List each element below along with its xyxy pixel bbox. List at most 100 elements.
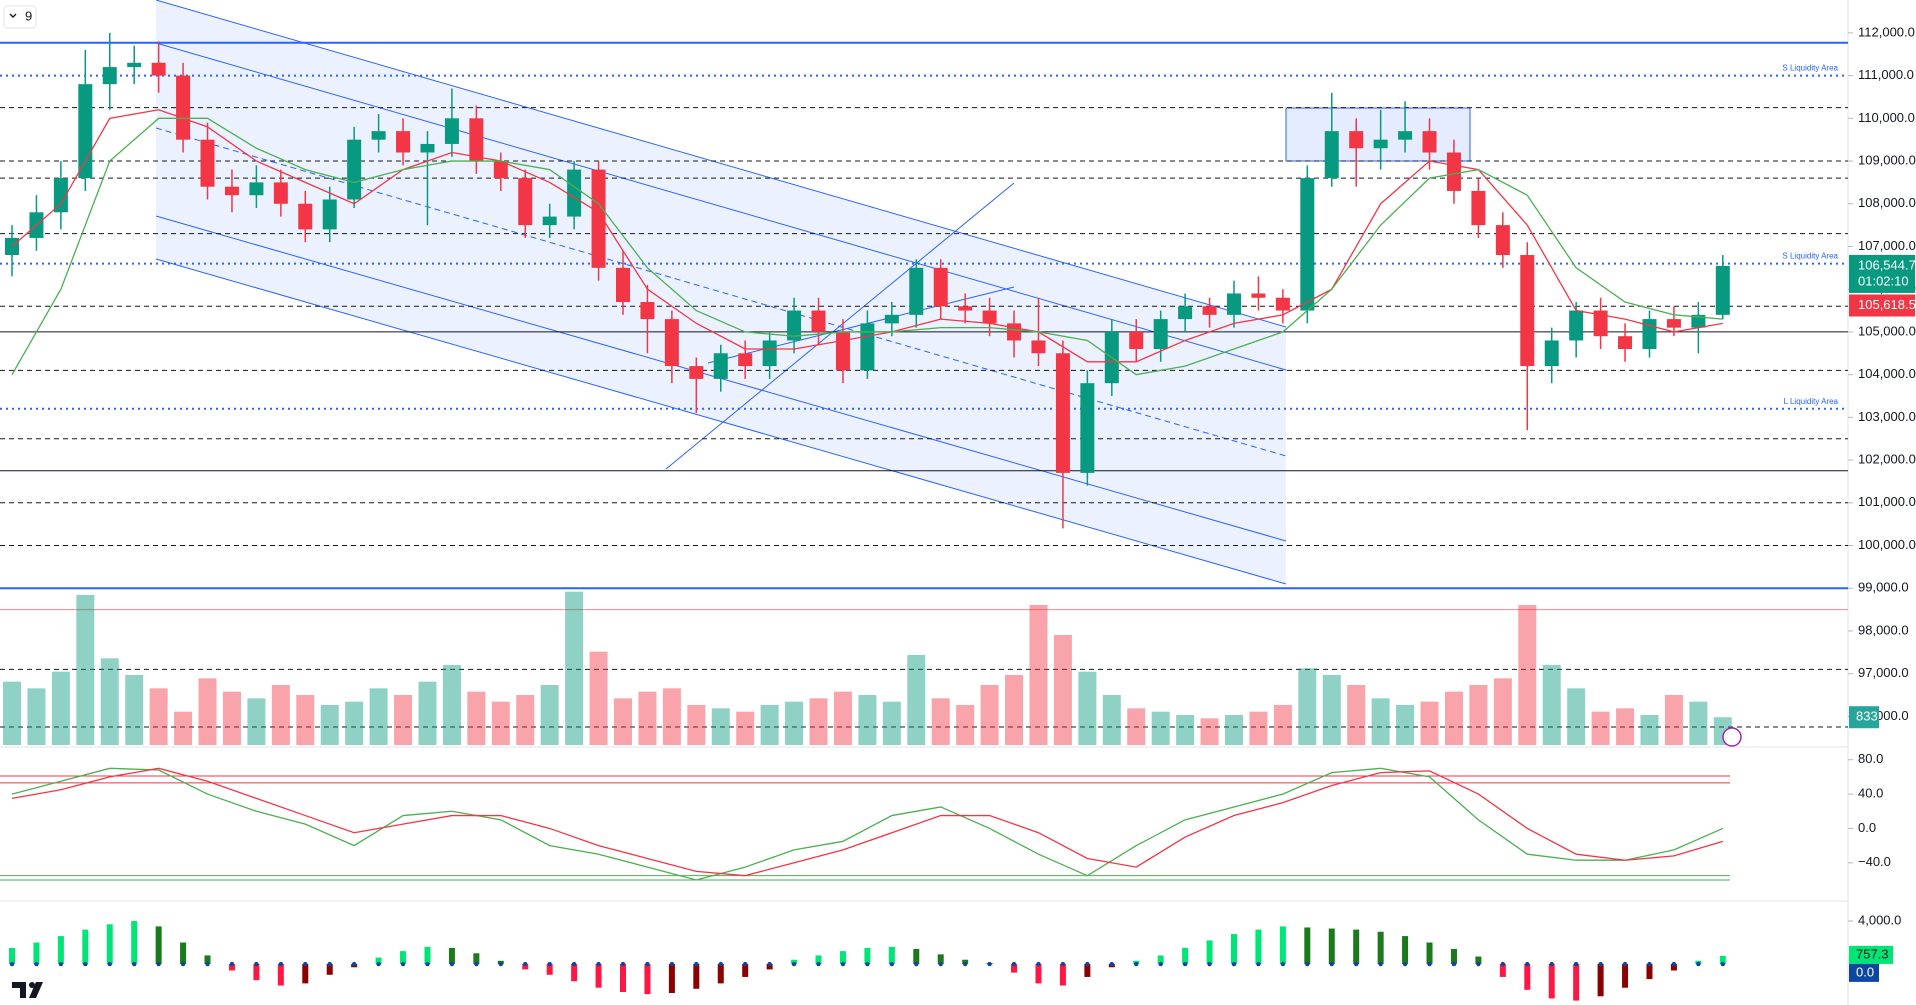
hist-bar — [57, 936, 64, 965]
candle-body — [1202, 306, 1217, 315]
chevron-icon — [9, 13, 17, 18]
signal-label: 0.0 — [1856, 964, 1874, 979]
volume-bar — [736, 711, 755, 745]
candle-body — [1495, 225, 1510, 256]
candle-body — [933, 267, 948, 307]
hist-bar — [1499, 964, 1506, 977]
hist-bar — [1670, 964, 1677, 971]
volume-bar — [540, 685, 559, 745]
volume-bar — [907, 655, 926, 745]
zero-dot — [58, 961, 64, 967]
candle-body — [127, 62, 142, 68]
volume-bar — [1005, 675, 1024, 745]
channel-line — [155, 42, 1287, 371]
hist-bar — [766, 964, 773, 970]
candle-body — [298, 203, 313, 230]
hist-bar — [448, 947, 455, 965]
candle-body — [1007, 323, 1022, 341]
zero-dot — [1476, 961, 1481, 967]
hist-bar — [742, 964, 749, 977]
volume-bar — [3, 681, 21, 745]
candle-body — [1349, 131, 1364, 149]
volume-bar — [51, 671, 70, 745]
channel-line — [155, 0, 1287, 328]
volume-bar — [394, 695, 413, 745]
candle-body — [664, 319, 679, 367]
volume-bar — [442, 665, 461, 745]
candle-body — [273, 182, 288, 204]
zero-dot — [1378, 961, 1383, 967]
candle-body — [1715, 265, 1730, 315]
hist-bar — [1402, 936, 1409, 965]
volume-bar — [418, 681, 437, 745]
volume-bar — [1102, 695, 1121, 745]
volume-bar — [369, 688, 388, 745]
hist-bar — [1328, 928, 1335, 965]
hist-bar — [1182, 947, 1189, 965]
hist-bar — [82, 929, 89, 965]
volume-bar — [247, 698, 266, 745]
candle-body — [1324, 131, 1339, 179]
interval-box[interactable] — [3, 5, 37, 29]
trend-line — [665, 182, 1015, 470]
zero-dot — [718, 961, 723, 967]
hist-bar — [277, 964, 284, 986]
hist-bar — [1475, 956, 1482, 965]
candle-body — [1129, 331, 1144, 350]
hist-bar — [1450, 948, 1457, 965]
volume-bar — [222, 691, 241, 745]
volume-bar — [271, 685, 290, 745]
zero-dot — [1500, 961, 1506, 967]
candle-body — [176, 75, 191, 140]
hist-bar — [1524, 964, 1531, 990]
y-tick-label: 99,000.0 — [1858, 580, 1909, 595]
zero-dot — [254, 961, 259, 967]
interval-button[interactable]: 9 — [3, 5, 37, 29]
volume-bar — [198, 678, 217, 745]
hist-bar — [1279, 926, 1286, 965]
volume-bar — [589, 651, 608, 745]
candle-body — [249, 182, 264, 196]
y-tick-label: 110,000.0 — [1858, 110, 1915, 125]
candle-body — [224, 186, 239, 196]
hist-bar — [839, 951, 846, 965]
zero-dot — [743, 961, 748, 967]
hist-bar — [1059, 964, 1066, 986]
y-tick-label: 103,000.0 — [1858, 409, 1916, 424]
osc-tick-label: 40.0 — [1858, 786, 1883, 801]
volume-bar — [1591, 711, 1610, 745]
candle-body — [151, 62, 166, 76]
hist-bar — [326, 964, 333, 975]
hist-bar — [888, 946, 895, 965]
candle-body — [811, 310, 826, 332]
hist-bar — [1597, 964, 1604, 997]
hist-bar — [595, 964, 602, 988]
volume-label: 833 — [1856, 709, 1878, 724]
volume-bar — [785, 701, 804, 745]
candle-body — [1153, 319, 1168, 350]
hist-bar — [473, 953, 480, 965]
last-price-label: 106,544.7 — [1858, 257, 1916, 272]
candle-body — [616, 267, 630, 303]
candle-body — [102, 67, 117, 85]
price-badge — [1849, 254, 1915, 293]
candle-body — [1569, 310, 1584, 341]
hist-bar — [424, 946, 431, 965]
candle-body — [1422, 131, 1437, 153]
y-tick-label: 108,000.0 — [1858, 195, 1916, 210]
volume-bar — [516, 695, 535, 745]
candle-body — [640, 302, 655, 320]
hist-bar — [33, 942, 40, 965]
zero-dot — [938, 961, 943, 967]
volume-bar — [931, 698, 950, 745]
hist-bar — [1548, 964, 1555, 999]
volume-bar — [1298, 668, 1317, 745]
zero-dot — [1011, 961, 1017, 967]
volume-bar — [980, 685, 999, 745]
volume-bar — [174, 711, 193, 745]
volume-bar — [100, 658, 119, 745]
channel-fill — [156, 0, 1286, 584]
osc-tick-label: 0.0 — [1858, 820, 1876, 835]
